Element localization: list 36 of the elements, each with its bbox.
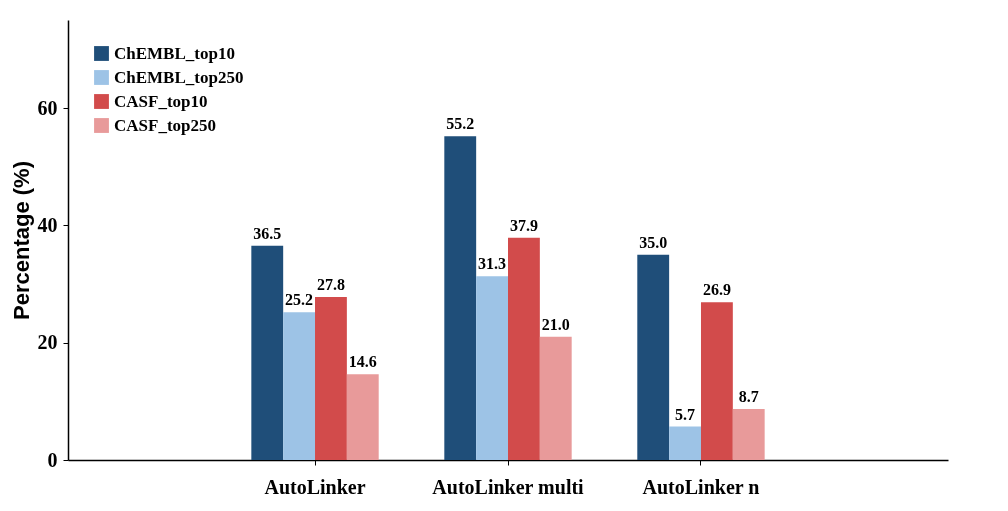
text: 26.9 <box>702 281 731 299</box>
bar <box>669 426 701 460</box>
y-tick-label: 60 <box>37 96 58 119</box>
bar <box>539 336 572 460</box>
y-tick-label: 0 <box>47 448 58 471</box>
legend-label: ChEMBL_top10 <box>114 43 235 63</box>
text: 5.7 <box>675 405 696 423</box>
x-tick-label: AutoLinker <box>264 475 366 498</box>
bar <box>315 296 347 460</box>
bar <box>444 136 477 460</box>
bar <box>346 374 379 460</box>
x-tick-label: AutoLinker n <box>642 475 760 498</box>
bar <box>637 254 670 460</box>
text: 25.2 <box>285 291 314 309</box>
bar <box>508 237 540 460</box>
text: 21.0 <box>541 315 570 333</box>
bar <box>700 302 733 460</box>
text: 14.6 <box>348 353 377 371</box>
y-tick-label: 20 <box>37 331 58 354</box>
legend-label: CASF_top10 <box>114 91 208 111</box>
bar <box>283 312 316 460</box>
legend-label: ChEMBL_top250 <box>114 67 244 87</box>
legend-label: CASF_top250 <box>114 115 217 135</box>
y-tick-label: 40 <box>37 213 58 236</box>
text: 36.5 <box>253 224 282 242</box>
bar <box>476 276 508 460</box>
y-axis-title: Percentage (%) <box>8 161 34 320</box>
text: 35.0 <box>639 233 668 251</box>
text: 8.7 <box>738 387 759 405</box>
bar <box>251 245 284 460</box>
text: 37.9 <box>509 216 538 234</box>
text: 55.2 <box>446 115 475 133</box>
text: 27.8 <box>316 275 345 293</box>
text: 31.3 <box>478 255 507 273</box>
x-tick-label: AutoLinker multi <box>432 475 585 498</box>
bar <box>732 408 765 460</box>
